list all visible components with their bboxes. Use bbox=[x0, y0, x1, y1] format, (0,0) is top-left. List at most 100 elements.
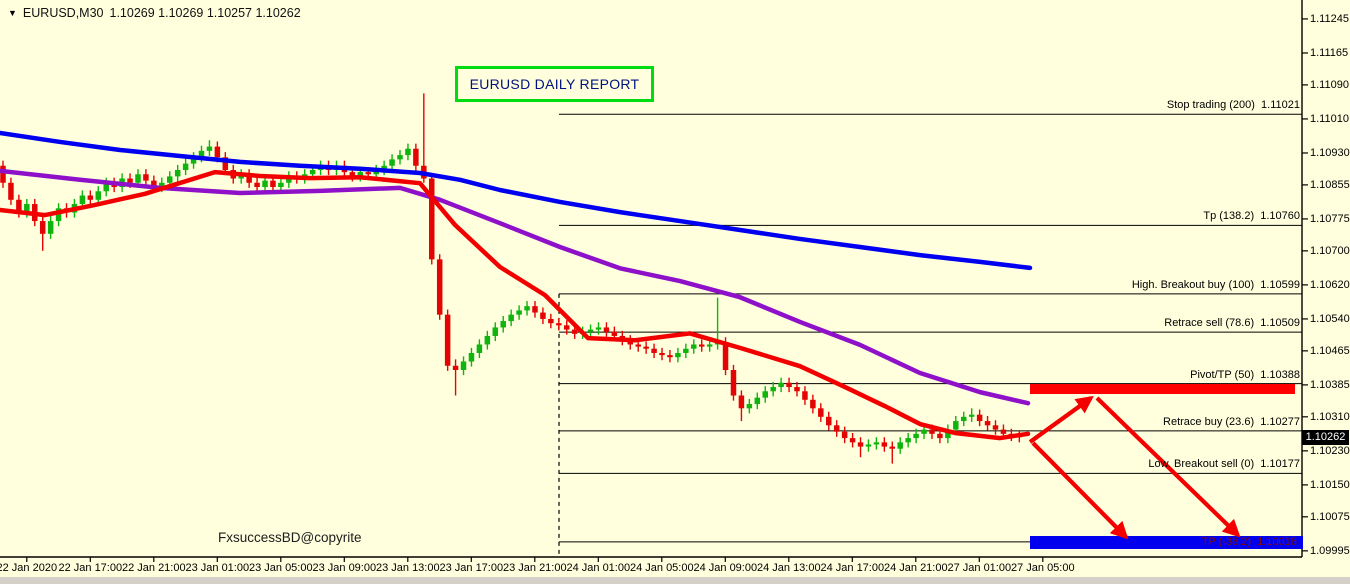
time-axis-label: 23 Jan 09:00 bbox=[312, 562, 377, 574]
time-axis-label: 24 Jan 01:00 bbox=[566, 562, 631, 574]
candle-body bbox=[436, 259, 443, 315]
candle-body bbox=[95, 191, 102, 200]
blue-zone-label: TP (-38.2) 1.10016 bbox=[1201, 536, 1297, 548]
candle-body bbox=[222, 157, 229, 170]
candle-body bbox=[865, 444, 872, 447]
candle-body bbox=[548, 318, 554, 324]
candle-body bbox=[976, 414, 983, 422]
candle-body bbox=[881, 442, 888, 447]
candle-body bbox=[16, 199, 22, 213]
candle-body bbox=[730, 370, 737, 396]
candle-body bbox=[929, 429, 935, 434]
daily-report-text: EURUSD DAILY REPORT bbox=[469, 76, 640, 92]
candle-body bbox=[103, 182, 109, 192]
candle-body bbox=[913, 433, 919, 439]
symbol-timeframe-label: EURUSD,M30 bbox=[22, 6, 104, 20]
candle-body bbox=[857, 442, 864, 447]
fib-level-label: Retrace buy (23.6) 1.10277 bbox=[1163, 415, 1300, 428]
fib-level-label: Stop trading (200) 1.11021 bbox=[1166, 99, 1300, 112]
candle-body bbox=[397, 155, 403, 160]
candle-body bbox=[643, 346, 649, 349]
candle-body bbox=[349, 172, 356, 177]
candle-body bbox=[381, 165, 387, 170]
time-axis-label: 22 Jan 21:00 bbox=[121, 562, 186, 574]
candle-body bbox=[762, 391, 768, 398]
candle-body bbox=[492, 327, 499, 336]
price-axis-label: 1.10465 bbox=[1310, 344, 1350, 357]
time-axis-label: 24 Jan 21:00 bbox=[883, 562, 948, 574]
candle-body bbox=[611, 331, 618, 336]
candle-body bbox=[587, 329, 594, 332]
candle-body bbox=[992, 425, 999, 430]
candle-body bbox=[683, 348, 689, 353]
candle-body bbox=[460, 361, 467, 370]
time-axis-label: 23 Jan 17:00 bbox=[439, 562, 504, 574]
candle-body bbox=[770, 387, 776, 392]
time-axis-label: 27 Jan 01:00 bbox=[947, 562, 1012, 574]
candle-body bbox=[198, 150, 205, 158]
candle-body bbox=[55, 208, 62, 222]
candle-body bbox=[945, 429, 951, 439]
candle-body bbox=[754, 397, 761, 405]
time-axis-label: 22 Jan 2020 bbox=[0, 562, 58, 574]
price-axis-label: 1.11010 bbox=[1310, 112, 1349, 125]
price-axis-label: 1.10775 bbox=[1310, 212, 1350, 225]
candle-body bbox=[182, 163, 189, 170]
candle-body bbox=[571, 329, 578, 334]
candle-body bbox=[24, 204, 30, 213]
candle-body bbox=[278, 182, 284, 188]
candle-body bbox=[174, 170, 181, 177]
projection-arrow-up-to-pivot bbox=[1028, 395, 1094, 444]
candle-body bbox=[254, 182, 260, 188]
price-axis-label: 1.10930 bbox=[1310, 146, 1350, 159]
candle-body bbox=[39, 221, 46, 234]
price-axis-label: 1.10540 bbox=[1310, 312, 1350, 325]
candle-body bbox=[627, 340, 634, 345]
candle-body bbox=[738, 395, 745, 409]
candle-body bbox=[143, 174, 149, 181]
candle-body bbox=[968, 414, 975, 417]
candle-body bbox=[635, 344, 641, 347]
candle-body bbox=[953, 421, 959, 430]
slow-ma-blue-line bbox=[0, 130, 1033, 271]
candle-body bbox=[651, 348, 657, 353]
candle-body bbox=[905, 438, 911, 443]
candle-body bbox=[794, 387, 800, 392]
candle-body bbox=[190, 157, 197, 164]
candle-body bbox=[405, 148, 411, 156]
candle-body bbox=[659, 352, 665, 356]
candle-body bbox=[166, 176, 173, 183]
candle-body bbox=[286, 176, 292, 183]
time-axis-label: 23 Jan 21:00 bbox=[502, 562, 567, 574]
price-axis-label: 1.10310 bbox=[1310, 410, 1350, 423]
price-axis-label: 1.10385 bbox=[1310, 378, 1350, 391]
symbol-dropdown-icon[interactable]: ▼ bbox=[8, 7, 17, 18]
candle-body bbox=[214, 146, 221, 158]
time-axis-label: 23 Jan 13:00 bbox=[375, 562, 440, 574]
candle-body bbox=[127, 178, 133, 183]
candle-body bbox=[270, 180, 276, 188]
candle-body bbox=[87, 195, 94, 200]
price-axis-label: 1.10700 bbox=[1310, 244, 1350, 257]
candle-body bbox=[151, 180, 157, 188]
candle-body bbox=[524, 306, 530, 311]
candle-body bbox=[897, 442, 903, 449]
current-price-tag: 1.10262 bbox=[1302, 429, 1349, 445]
candle-body bbox=[500, 321, 506, 328]
fast-ma-red-line bbox=[0, 169, 1031, 441]
price-axis-label: 1.10620 bbox=[1310, 278, 1350, 291]
blue-target-zone bbox=[1030, 536, 1303, 549]
candle-body bbox=[444, 314, 451, 366]
candle-body bbox=[841, 431, 848, 439]
ohlc-quote-line: 1.10269 1.10269 1.10257 1.10262 bbox=[109, 6, 301, 20]
candle-body bbox=[960, 416, 967, 422]
candle-body bbox=[373, 170, 379, 175]
candle-body bbox=[786, 382, 792, 388]
candle-body bbox=[532, 306, 538, 313]
candle-body bbox=[429, 178, 435, 260]
candle-body bbox=[603, 327, 610, 332]
fib-level-label: High. Breakout buy (100) 1.10599 bbox=[1131, 278, 1300, 291]
candle-body bbox=[365, 172, 371, 175]
